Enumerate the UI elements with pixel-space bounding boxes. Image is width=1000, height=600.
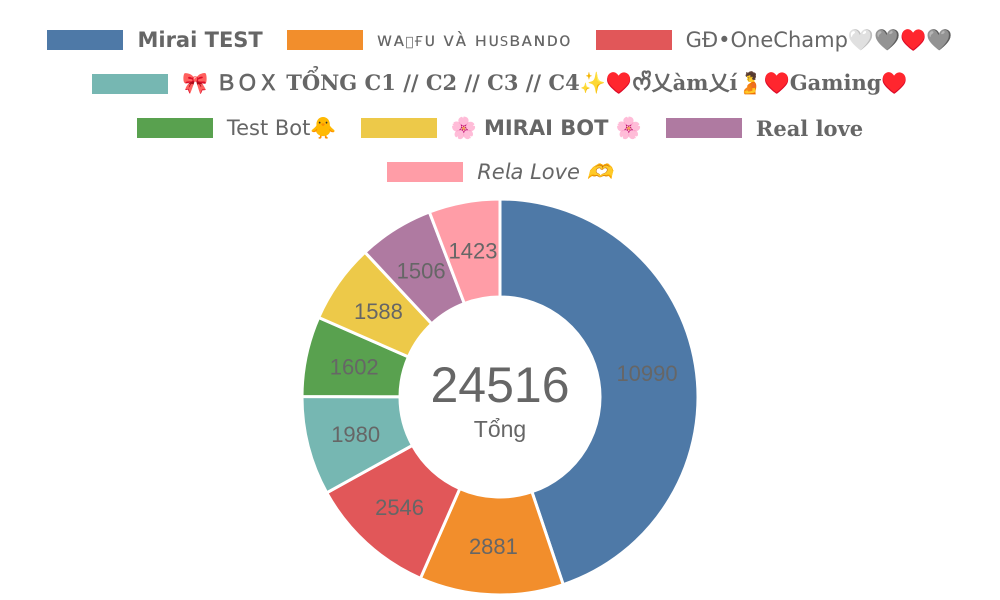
slice-value-label: 2881 [469,534,518,559]
slice-value-label: 2546 [375,495,424,520]
legend-label: 𝘙𝘦𝘭𝘢 𝘓𝘰𝘷𝘦 🫶 [477,159,613,184]
legend-label: GĐ•OneChamp🤍🩶♥️🩶 [685,27,953,52]
legend-item[interactable]: 🌸 MIRAI BOT 🌸 [360,115,642,141]
legend-item[interactable]: 𝘙𝘦𝘭𝘢 𝘓𝘰𝘷𝘦 🫶 [387,160,613,185]
legend-swatch [286,30,363,50]
slice-value-label: 1423 [449,238,498,263]
legend-row: 𝘙𝘦𝘭𝘢 𝘓𝘰𝘷𝘦 🫶 [0,150,1000,194]
legend-label: 🌸 MIRAI BOT 🌸 [450,115,642,140]
legend-item[interactable]: GĐ•OneChamp🤍🩶♥️🩶 [595,27,953,53]
legend-item[interactable]: 𝐑𝐞𝐚𝐥 𝐥𝐨𝐯𝐞 [665,115,864,141]
legend-row: Mirai TEST ᴡᴀɪғᴜ ᴠᴀ̀ ʜᴜsʙᴀɴᴅᴏ GĐ•OneChamp🤍… [0,18,1000,62]
legend-swatch [387,162,464,182]
legend-label: Test Bot🐥 [226,115,337,140]
chart-legend: Mirai TEST ᴡᴀɪғᴜ ᴠᴀ̀ ʜᴜsʙᴀɴᴅᴏ GĐ•OneChamp🤍… [0,18,1000,194]
legend-swatch [595,30,672,50]
slice-value-label: 10990 [616,361,677,386]
legend-swatch [47,30,124,50]
legend-row: Test Bot🐥 🌸 MIRAI BOT 🌸 𝐑𝐞𝐚𝐥 𝐥𝐨𝐯𝐞 [0,106,1000,150]
legend-item[interactable]: 🎀 ＢＯＸ 𝐓Ổ𝐍𝐆 𝐂𝟏 // 𝐂𝟐 // 𝐂𝟑 // 𝐂𝟒✨♥️ᰔᩚ乂àm乂… [92,67,908,101]
slice-value-label: 1506 [397,259,446,284]
slice-value-label: 1602 [330,354,379,379]
legend-swatch [665,118,742,138]
legend-swatch [92,74,169,94]
total-label: Tổng [474,416,526,442]
slice[interactable] [498,197,700,587]
total-value: 24516 [430,357,569,413]
legend-item[interactable]: Test Bot🐥 [136,115,337,141]
legend-item[interactable]: Mirai TEST [47,28,263,52]
legend-label: ᴡᴀɪғᴜ ᴠᴀ̀ ʜᴜsʙᴀɴᴅᴏ [376,29,572,51]
legend-item[interactable]: ᴡᴀɪғᴜ ᴠᴀ̀ ʜᴜsʙᴀɴᴅᴏ [286,29,572,51]
legend-label: Mirai TEST [137,28,263,52]
slice-value-label: 1588 [354,299,403,324]
legend-label: 𝐑𝐞𝐚𝐥 𝐥𝐨𝐯𝐞 [755,115,864,141]
slice[interactable] [427,197,502,306]
legend-swatch [136,118,213,138]
legend-row: 🎀 ＢＯＸ 𝐓Ổ𝐍𝐆 𝐂𝟏 // 𝐂𝟐 // 𝐂𝟑 // 𝐂𝟒✨♥️ᰔᩚ乂àm乂… [0,62,1000,106]
slice-value-label: 1980 [331,422,380,447]
doughnut-slices [300,197,700,597]
legend-label: 🎀 ＢＯＸ 𝐓Ổ𝐍𝐆 𝐂𝟏 // 𝐂𝟐 // 𝐂𝟑 // 𝐂𝟒✨♥️ᰔᩚ乂àm乂… [182,70,908,95]
legend-swatch [360,118,437,138]
